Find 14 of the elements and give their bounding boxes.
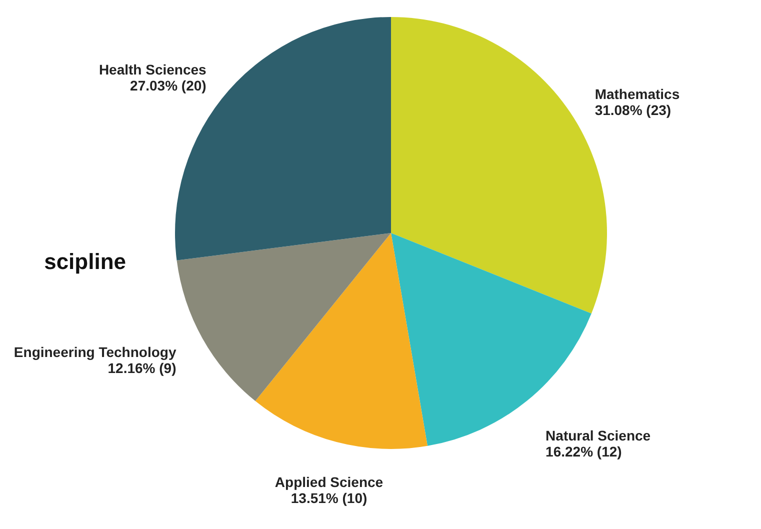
slice-label: Natural Science <box>546 427 651 444</box>
data-label: 27.03% (20) <box>130 77 206 94</box>
pie-slice <box>391 233 592 446</box>
text: scipline <box>44 249 126 274</box>
data-label: 13.51% (10) <box>290 490 368 506</box>
data-label: 16.22% (12) <box>546 443 622 460</box>
slice-label: Health Sciences <box>98 61 207 78</box>
pie-slice <box>176 233 391 402</box>
data-label: 12.16% (9) <box>108 360 176 376</box>
slice-label: Engineering Technology <box>14 344 176 360</box>
slice-label: Mathematics <box>594 86 680 102</box>
pie-slice <box>255 233 428 449</box>
data-label: 31.08% (23) <box>594 102 672 118</box>
slice-label: Applied Science <box>274 474 384 490</box>
